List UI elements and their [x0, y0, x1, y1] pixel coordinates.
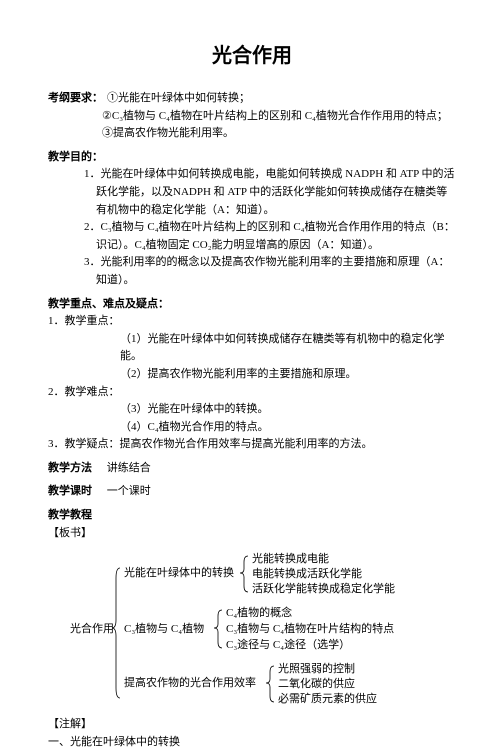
tree-b2-label: C₃植物与 C₄植物	[124, 621, 204, 635]
tree-b2-i3: C₃途径与 C₄途径（选学）	[226, 637, 350, 651]
tree-b1-i1: 光能转换成电能	[252, 551, 329, 565]
page-title: 光合作用	[48, 40, 456, 72]
objective-item-2: 2．C₃植物与 C₄植物在叶片结构上的区别和 C₄植物光合作用作用的特点（B：识…	[48, 219, 456, 254]
syllabus-item-1: ①光能在叶绿体中如何转换；	[103, 90, 250, 108]
tree-b2-i1: C₄植物的概念	[226, 605, 292, 619]
tree-b1-i2: 电能转换成活跃化学能	[252, 566, 362, 580]
tree-b1-i3: 活跃化学能转换成稳定化学能	[252, 581, 395, 595]
syllabus-item-3: ③提高农作物光能利用率。	[48, 125, 456, 143]
period-label: 教学课时	[48, 485, 92, 497]
method-value: 讲练结合	[95, 462, 151, 474]
tree-b3-i1: 光照强弱的控制	[278, 661, 355, 675]
syllabus-block: 考纲要求： ①光能在叶绿体中如何转换； ②C₃植物与 C₄植物在叶片结构上的区别…	[48, 90, 456, 143]
difficult-label: 2．教学难点：	[48, 384, 456, 402]
note-line: 一、光能在叶绿体中的转换	[48, 734, 456, 751]
objective-label: 教学目的：	[48, 151, 103, 163]
objective-block: 教学目的： 1．光能在叶绿体中如何转换成电能，电能如何转换成 NADPH 和 A…	[48, 149, 456, 290]
difficult-1: （3）光能在叶绿体中的转换。	[48, 401, 456, 419]
key-difficult-label: 教学重点、难点及疑点：	[48, 298, 169, 310]
tree-b2-i2: C₃植物与 C₄植物在叶片结构的特点	[226, 621, 394, 635]
syllabus-label: 考纲要求：	[48, 90, 103, 108]
objective-item-1: 1．光能在叶绿体中如何转换成电能，电能如何转换成 NADPH 和 ATP 中的活…	[48, 166, 456, 219]
tree-svg: 光合作用 光能在叶绿体中的转换 光能转换成电能 电能转换成活跃化学能 活跃化学能…	[70, 548, 470, 708]
method-label: 教学方法	[48, 462, 92, 474]
tree-b3-label: 提高农作物的光合作用效率	[124, 675, 256, 689]
keypoint-1: （1）光能在叶绿体中如何转换成储存在糖类等有机物中的稳定化学能。	[48, 331, 456, 366]
note-label: 【注解】	[48, 716, 456, 734]
period-value: 一个课时	[95, 485, 151, 497]
objective-item-3: 3．光能利用率的的概念以及提高农作物光能利用率的主要措施和原理（A：知道）。	[48, 254, 456, 289]
key-difficult-block: 教学重点、难点及疑点： 1．教学重点： （1）光能在叶绿体中如何转换成储存在糖类…	[48, 296, 456, 454]
keypoint-label: 1．教学重点：	[48, 313, 456, 331]
board-label: 【板书】	[48, 525, 456, 543]
period-block: 教学课时 一个课时	[48, 483, 456, 501]
keypoint-2: （2）提高农作物光能利用率的主要措施和原理。	[48, 366, 456, 384]
syllabus-item-2: ②C₃植物与 C₄植物在叶片结构上的区别和 C₄植物光合作作用用的特点；	[48, 108, 456, 126]
tree-b3-i3: 必需矿质元素的供应	[278, 691, 377, 705]
method-block: 教学方法 讲练结合	[48, 460, 456, 478]
doubt-line: 3．教学疑点：提高农作物光合作用效率与提高光能利用率的方法。	[48, 436, 456, 454]
difficult-2: （4）C₄植物光合作用的特点。	[48, 419, 456, 437]
concept-tree: 光合作用 光能在叶绿体中的转换 光能转换成电能 电能转换成活跃化学能 活跃化学能…	[48, 548, 456, 708]
tree-root: 光合作用	[70, 621, 114, 635]
tree-b1-label: 光能在叶绿体中的转换	[124, 565, 234, 579]
tree-b3-i2: 二氧化碳的供应	[278, 676, 355, 690]
process-label: 教学教程	[48, 509, 92, 521]
